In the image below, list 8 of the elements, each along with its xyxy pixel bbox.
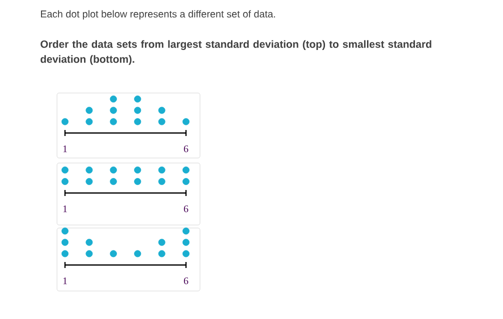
- x-tick-label: 6: [184, 146, 188, 152]
- x-tick-label: 6: [184, 206, 188, 212]
- text: Order the data sets from largest standard deviation (top) to smallest standard deviation (bottom).: [40, 40, 432, 65]
- x-tick-label: 1: [63, 278, 67, 284]
- x-tick-label: 1: [63, 206, 67, 212]
- x-tick-label: 6: [184, 278, 188, 284]
- x-tick-label: 1: [63, 146, 67, 152]
- chart-title: Each dot plot below represents a different set of data.: [41, 10, 276, 20]
